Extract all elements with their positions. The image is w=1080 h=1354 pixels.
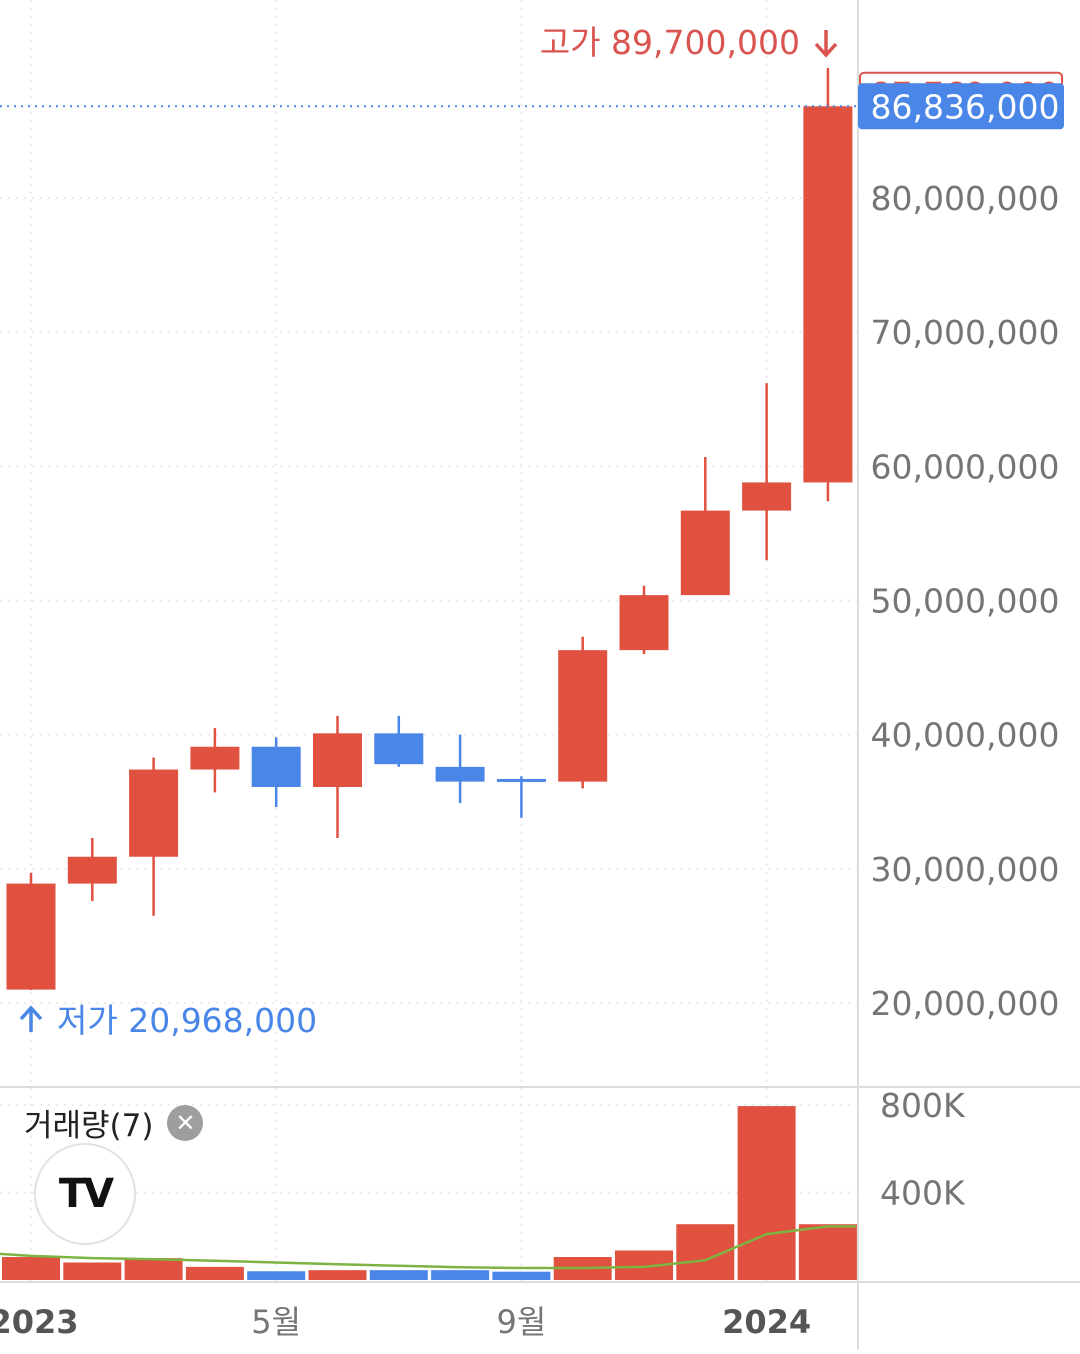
- candle[interactable]: [251, 737, 301, 808]
- candle[interactable]: [742, 383, 792, 561]
- volume-bar: [737, 1106, 796, 1280]
- volume-tick-label: 400K: [880, 1174, 966, 1213]
- candle[interactable]: [374, 715, 424, 767]
- candle[interactable]: [190, 727, 240, 793]
- candle-body[interactable]: [129, 769, 179, 857]
- high-annotation-label: 고가 89,700,000: [540, 23, 800, 62]
- logo-text: TV: [58, 1171, 114, 1217]
- tradingview-logo[interactable]: TV: [36, 1145, 134, 1243]
- volume-tick-label: 800K: [880, 1086, 966, 1125]
- y-tick-label: 60,000,000: [871, 447, 1060, 486]
- x-tick-label: 9월: [496, 1303, 546, 1341]
- candle[interactable]: [680, 456, 730, 596]
- volume-ma-line: [0, 1225, 856, 1270]
- candle-body[interactable]: [313, 733, 362, 787]
- price-tag-label: 86,836,000: [871, 87, 1060, 126]
- volume-bar: [492, 1271, 551, 1280]
- y-tick-label: 40,000,000: [871, 716, 1060, 755]
- volume-bar: [369, 1270, 428, 1280]
- y-tick-label: 70,000,000: [871, 313, 1060, 352]
- candle[interactable]: [619, 585, 669, 655]
- arrow-up-icon: [19, 1005, 43, 1032]
- tag-background: [858, 83, 1064, 130]
- x-tick-label: 2024: [722, 1303, 811, 1341]
- candles[interactable]: [6, 67, 853, 991]
- candle[interactable]: [558, 636, 608, 789]
- candle-body[interactable]: [496, 778, 546, 782]
- candle-body[interactable]: [251, 746, 301, 787]
- close-icon[interactable]: ✕: [167, 1104, 204, 1141]
- candle-body[interactable]: [803, 106, 853, 483]
- time-axis: 2023 5월 9월 2024: [0, 1303, 811, 1341]
- candle-body[interactable]: [742, 482, 792, 511]
- y-tick-label: 30,000,000: [871, 850, 1060, 889]
- candle[interactable]: [803, 67, 853, 502]
- volume-bar: [124, 1258, 183, 1280]
- y-tick-label: 80,000,000: [871, 179, 1060, 218]
- x-tick-label: 5월: [251, 1303, 301, 1341]
- candle[interactable]: [435, 734, 485, 804]
- candle-body[interactable]: [435, 766, 485, 782]
- volume-bar: [308, 1270, 367, 1280]
- volume-bar: [247, 1271, 306, 1280]
- candle-body[interactable]: [67, 856, 117, 884]
- volume-bars: [0, 1106, 857, 1280]
- volume-bar: [798, 1224, 857, 1280]
- last-price-tag: 86,836,000: [858, 83, 1064, 130]
- low-annotation-label: 저가 20,968,000: [57, 1001, 317, 1040]
- candle-body[interactable]: [619, 595, 669, 651]
- candle[interactable]: [496, 776, 546, 818]
- x-tick-label: 2023: [0, 1303, 79, 1341]
- arrow-down-icon: [814, 30, 838, 58]
- volume-bar: [185, 1266, 244, 1280]
- candle-body[interactable]: [374, 733, 424, 765]
- y-tick-label: 50,000,000: [871, 582, 1060, 621]
- candle[interactable]: [129, 757, 179, 916]
- candle[interactable]: [67, 837, 117, 902]
- y-tick-label: 20,000,000: [871, 984, 1060, 1023]
- candle-body[interactable]: [6, 883, 56, 990]
- volume-bar: [63, 1262, 122, 1280]
- volume-panel-title: 거래량(7): [24, 1108, 154, 1144]
- price-axis: 20,000,000 30,000,000 40,000,000 50,000,000…: [871, 179, 1060, 1213]
- candle-body[interactable]: [680, 510, 730, 596]
- candle[interactable]: [6, 872, 56, 991]
- candle-body[interactable]: [558, 650, 608, 782]
- volume-bar: [2, 1257, 60, 1280]
- volume-panel-header: 거래량(7) ✕: [24, 1100, 204, 1145]
- volume-bar: [431, 1270, 490, 1280]
- candle[interactable]: [313, 715, 362, 838]
- candle-body[interactable]: [190, 746, 240, 770]
